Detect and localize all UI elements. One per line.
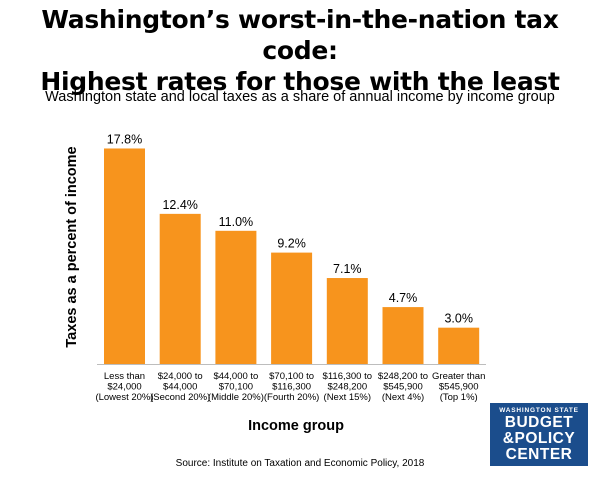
x-tick-label-line: (Top 1%): [440, 392, 478, 403]
x-tick-label-line: (Next 4%): [382, 392, 424, 403]
x-tick-label-line: $545,900: [439, 382, 479, 393]
bar: [271, 252, 313, 364]
bar: [326, 278, 368, 364]
source-note: Source: Institute on Taxation and Econom…: [175, 458, 425, 469]
logo-line-4: CENTER: [505, 446, 573, 463]
x-tick-label: $116,300 to $248,200 (Next 15%): [323, 371, 372, 403]
x-tick-label-line: $24,000 to: [158, 371, 203, 382]
data-label: 9.2%: [277, 237, 306, 251]
x-tick-label-line: $70,100 to: [269, 371, 314, 382]
budget-policy-center-logo: WASHINGTON STATE BUDGET &POLICY CENTER: [490, 403, 588, 466]
title-line-2: Highest rates for those with the least: [40, 67, 560, 96]
x-tick-label-line: $116,300 to: [323, 371, 372, 382]
chart-title: Washington’s worst-in-the-nation tax cod…: [0, 4, 600, 97]
x-tick-label: Less than $24,000 (Lowest 20%): [95, 371, 153, 403]
x-tick-label-line: (Fourth 20%): [264, 392, 319, 403]
x-tick-label-line: (Middle 20%): [208, 392, 264, 403]
data-label: 4.7%: [389, 291, 418, 305]
data-label: 11.0%: [219, 215, 254, 229]
logo-line-3: &POLICY: [502, 430, 576, 447]
logo-line-1: WASHINGTON STATE: [499, 407, 579, 414]
data-label: 3.0%: [444, 312, 473, 326]
x-tick-label-line: $545,900: [383, 382, 423, 393]
x-tick-label-line: $248,200: [327, 382, 367, 393]
x-tick-label-line: $116,300: [272, 382, 311, 393]
x-tick-label: $248,200 to $545,900 (Next 4%): [378, 371, 428, 403]
data-label: 7.1%: [333, 262, 362, 276]
x-tick-label-line: (Next 15%): [324, 392, 372, 403]
x-tick-label-line: $44,000: [163, 382, 197, 393]
x-tick-label-line: Less than: [104, 371, 145, 382]
x-tick-label-line: Greater than: [432, 371, 485, 382]
x-tick-label-line: $44,000 to: [213, 371, 258, 382]
x-tick-label-line: $248,200 to: [378, 371, 428, 382]
x-tick-label-line: (Lowest 20%): [95, 392, 153, 403]
bar: [215, 230, 257, 364]
logo-line-2: BUDGET: [504, 414, 574, 431]
bar: [104, 148, 145, 364]
data-label: 12.4%: [162, 198, 197, 212]
x-axis-title: Income group: [248, 418, 344, 434]
x-tick-label-line: $70,100: [219, 382, 253, 393]
bar: [438, 327, 480, 364]
x-tick-label: $44,000 to $70,100 (Middle 20%): [208, 371, 264, 403]
bar: [382, 307, 424, 364]
bar: [159, 213, 201, 364]
x-tick-label-line: (Second 20%): [150, 392, 210, 403]
x-tick-label: Greater than $545,900 (Top 1%): [432, 371, 485, 403]
x-tick-label: $24,000 to $44,000 (Second 20%): [150, 371, 210, 403]
title-line-1: Washington’s worst-in-the-nation tax cod…: [41, 5, 559, 65]
data-label: 17.8%: [107, 132, 142, 146]
y-axis-title: Taxes as a percent of income: [64, 146, 80, 347]
x-tick-label-line: $24,000: [107, 382, 141, 393]
x-tick-label: $70,100 to $116,300 (Fourth 20%): [264, 371, 319, 403]
chart-subtitle: Washington state and local taxes as a sh…: [45, 89, 555, 105]
